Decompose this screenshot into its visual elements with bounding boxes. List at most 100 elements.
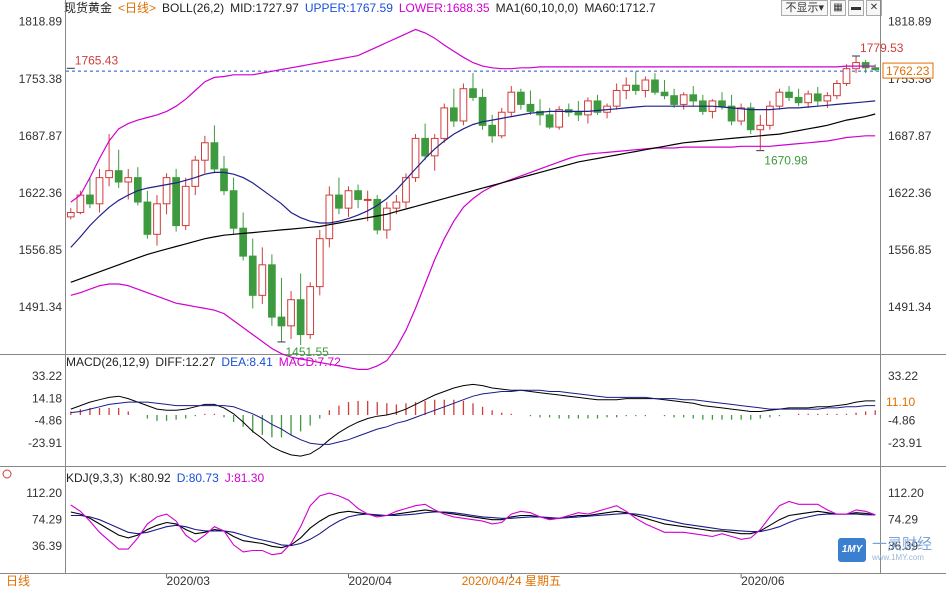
diff-label: DIFF:12.27 (155, 355, 216, 369)
candle-body (411, 137, 420, 179)
price-tick-label: 1491.34 (888, 300, 932, 314)
minimize-icon[interactable]: ▬ (848, 0, 864, 16)
candle-body (162, 177, 171, 205)
candle-body (325, 194, 334, 240)
price-tick-label: 1818.89 (888, 15, 932, 29)
candle-body (871, 67, 880, 71)
candle-body (756, 124, 765, 131)
candle-body (248, 255, 257, 296)
candle-body (804, 93, 813, 104)
macd-current-box (882, 393, 928, 410)
x-tick-label: 2020/06 (741, 574, 785, 588)
kdj-title: KDJ(9,3,3) (66, 471, 124, 485)
kdj-tick-label: 112.20 (888, 486, 924, 500)
logo-text: 一灵财经 (871, 536, 932, 553)
macd-tick-label: 33.22 (888, 369, 918, 383)
boll-label: BOLL(26,2) (162, 1, 225, 15)
lower-line (70, 135, 876, 370)
x-tick-label: 2020/03 (167, 574, 211, 588)
candle-body (593, 100, 602, 113)
candle-body (584, 100, 592, 116)
candle-body (775, 91, 784, 107)
candle-body (507, 91, 516, 113)
candle-body (363, 198, 372, 201)
macd-tick-label: -23.91 (888, 436, 922, 450)
price-tick-label: 1687.87 (888, 129, 932, 143)
price-annotation: 1451.55 (285, 345, 329, 359)
candle-body (612, 89, 621, 107)
macd-title: MACD(26,12,9) (66, 355, 150, 369)
candle-body (95, 177, 104, 205)
candle-body (555, 109, 564, 128)
candle-body (268, 264, 276, 318)
candle-body (689, 94, 698, 102)
price-tick-label: 1622.36 (888, 186, 932, 200)
logo-icon: 1MY (837, 537, 866, 562)
macd-tick-label: 14.18 (32, 391, 62, 405)
candle-body (440, 107, 449, 139)
candle-body (229, 190, 238, 229)
brand-logo: 1MY 一灵财经 www.1MY.com (837, 536, 932, 562)
price-annotation: 1670.98 (764, 154, 808, 168)
candle-body (392, 201, 401, 209)
dea-label: DEA:8.41 (221, 355, 273, 369)
candle-body (66, 212, 75, 218)
x-tick-label: 2020/04 (349, 574, 393, 588)
kdj-tick-label: 36.39 (888, 539, 918, 553)
kdj-tick-label: 74.29 (888, 512, 918, 526)
candle-body (296, 299, 305, 336)
macd-panel-header: MACD(26,12,9) DIFF:12.27 DEA:8.41 MACD:7.72 (66, 354, 347, 370)
panel-toolbar: 不显示▾ ▦ ▬ ✕ (781, 0, 882, 16)
candle-body (335, 194, 343, 209)
candle-body (746, 107, 755, 131)
candle-body (210, 142, 219, 170)
candle-body (153, 203, 161, 235)
candle-body (469, 88, 477, 98)
hide-dropdown[interactable]: 不显示▾ (781, 0, 828, 16)
price-tick-label: 1491.34 (19, 300, 63, 314)
candle-body (373, 198, 382, 231)
price-tick-label: 1687.87 (19, 129, 63, 143)
diff-line (70, 383, 876, 457)
candle-body (574, 111, 583, 116)
candle-body (766, 105, 774, 126)
grid-icon[interactable]: ▦ (830, 0, 846, 16)
candle-body (813, 93, 822, 102)
candle-body (86, 194, 94, 205)
candle-body (76, 194, 85, 214)
candle-body (239, 227, 248, 257)
candle-body (124, 177, 133, 183)
candle-body (622, 84, 631, 91)
candle-body (497, 111, 506, 137)
k-label: K:80.92 (129, 471, 171, 485)
candle-body (306, 286, 315, 336)
price-tick-label: 1753.38 (19, 72, 63, 86)
symbol-name: 现货黄金 (64, 1, 113, 15)
current-price-label: 1762.23 (886, 64, 930, 78)
settings-icon[interactable] (2, 469, 12, 479)
price-tick-label: 1622.36 (19, 186, 63, 200)
kdj-tick-label: 74.29 (32, 512, 62, 526)
period-tag[interactable]: <日线> (118, 1, 157, 15)
candle-body (727, 105, 736, 122)
candle-body (718, 100, 726, 107)
price-tick-label: 1556.85 (19, 243, 63, 257)
candle-body (354, 190, 362, 200)
candle-body (382, 207, 391, 231)
candle-body (833, 82, 841, 97)
candle-body (842, 68, 851, 84)
candle-body (526, 103, 535, 112)
close-icon[interactable]: ✕ (866, 0, 882, 16)
main-panel-header: 现货黄金 <日线> BOLL(26,2) MID:1727.97 UPPER:1767.… (64, 0, 662, 16)
price-annotation: 1765.43 (75, 53, 119, 67)
candle-body (488, 124, 497, 137)
candle-body (287, 299, 295, 327)
candle-body (105, 170, 113, 179)
macd-tick-label: -23.91 (28, 436, 62, 450)
d-line (70, 511, 876, 547)
period-selector[interactable]: 日线 (6, 574, 31, 588)
ma60-line (70, 113, 876, 283)
candle-body (143, 201, 152, 235)
candle-body (517, 91, 525, 105)
